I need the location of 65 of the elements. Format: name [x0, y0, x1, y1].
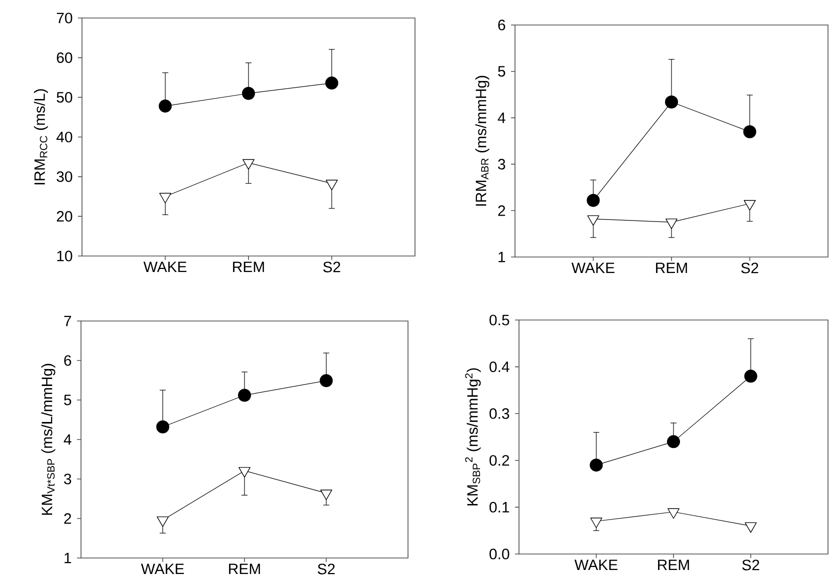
y-tick-label: 30 — [56, 171, 72, 182]
point — [743, 125, 756, 138]
y-tick-label: 40 — [56, 132, 72, 142]
y-tick-label: 3 — [498, 158, 506, 170]
y-axis-title: KM$_{SBP}$$^{2}$ (ms/mmHg$^{2}$) — [465, 368, 481, 506]
x-tick-label: WAKE — [141, 564, 184, 574]
point — [156, 516, 169, 527]
y-tick-label: 2 — [498, 205, 506, 216]
x-tick-label: S2 — [323, 262, 340, 272]
x-tick-label: S2 — [742, 560, 760, 570]
y-tick-label: 7 — [64, 316, 72, 326]
y-tick-label: 0.1 — [490, 502, 510, 513]
point — [744, 200, 756, 210]
y-tick-label: 1 — [64, 552, 72, 564]
point — [587, 215, 600, 226]
y-tick-label: 1 — [498, 252, 506, 262]
y-tick-label: 5 — [64, 394, 72, 406]
x-tick-label: WAKE — [144, 262, 186, 272]
x-tick-label: WAKE — [572, 262, 614, 274]
point — [320, 374, 333, 388]
y-tick-label: 0.3 — [490, 408, 510, 419]
y-axis-title: IRM$_{ABR}$ (ms/mmHg) — [475, 76, 490, 206]
point — [590, 518, 602, 528]
x-tick-label: REM — [656, 262, 687, 274]
point — [159, 192, 172, 204]
point — [156, 420, 170, 434]
y-tick-label: 70 — [56, 12, 72, 24]
y-tick-label: 5 — [498, 66, 506, 77]
point — [326, 180, 338, 190]
y-tick-label: 0.4 — [490, 361, 510, 372]
point — [238, 467, 250, 478]
x-tick-label: REM — [233, 262, 264, 272]
y-tick-label: 60 — [56, 52, 72, 63]
y-tick-label: 50 — [56, 92, 72, 103]
point — [242, 86, 255, 100]
point — [667, 435, 680, 448]
point — [666, 218, 678, 230]
y-tick-label: 2 — [64, 513, 72, 524]
point — [158, 100, 172, 113]
x-tick-label: WAKE — [574, 560, 618, 570]
point — [744, 522, 757, 533]
y-axis-title: IRM$_{RCC}$ (ms/L) — [34, 89, 48, 184]
point — [242, 159, 254, 170]
x-tick-label: REM — [658, 560, 689, 570]
y-axis-title: KM$_{Vt*SBP}$ (ms/L/mmHg) — [41, 364, 56, 515]
y-tick-label: 4 — [64, 434, 72, 445]
y-tick-label: 20 — [56, 211, 72, 222]
point — [744, 370, 758, 383]
point — [320, 490, 332, 500]
point — [238, 388, 252, 402]
x-tick-label: REM — [229, 564, 260, 574]
y-tick-label: 0.2 — [490, 455, 510, 466]
y-tick-label: 4 — [498, 112, 506, 123]
point — [668, 508, 680, 519]
x-tick-label: S2 — [318, 564, 335, 574]
point — [590, 458, 603, 472]
point — [665, 96, 678, 109]
x-tick-label: S2 — [741, 262, 758, 274]
y-tick-label: 0.0 — [490, 548, 510, 560]
y-tick-label: 3 — [64, 474, 72, 484]
y-tick-label: 10 — [57, 250, 72, 262]
y-tick-label: 0.5 — [490, 314, 510, 326]
point — [325, 76, 338, 90]
y-tick-label: 6 — [64, 355, 72, 366]
y-tick-label: 6 — [498, 20, 506, 30]
